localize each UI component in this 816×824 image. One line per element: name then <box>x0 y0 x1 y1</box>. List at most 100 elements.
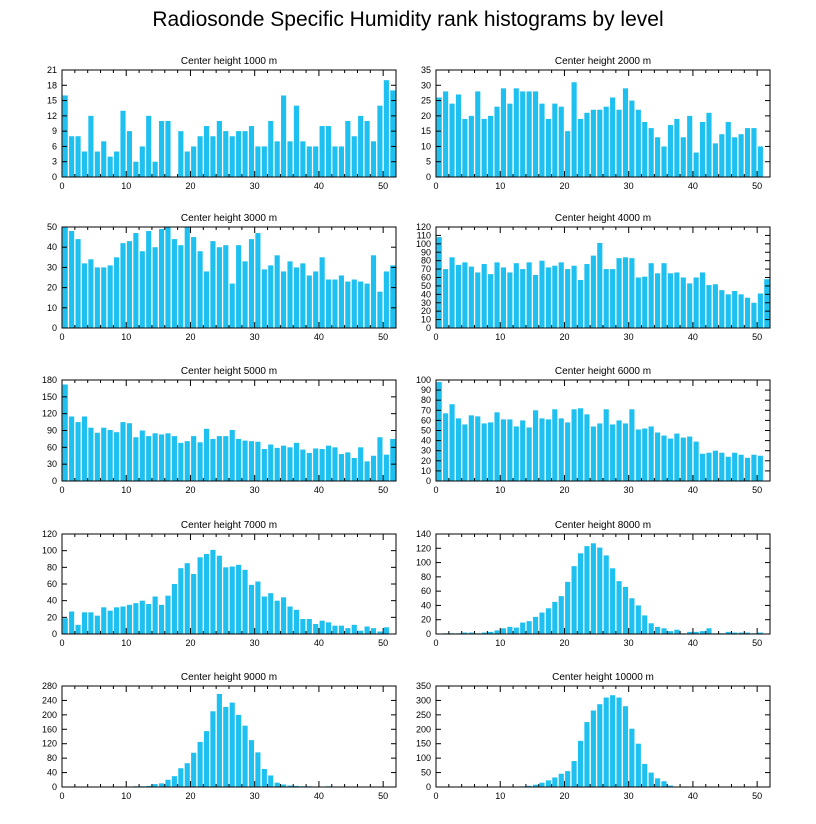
bar <box>88 259 94 328</box>
bar <box>565 131 571 177</box>
bar <box>62 227 68 328</box>
bar <box>577 118 584 177</box>
y-tick-label: 280 <box>42 681 57 691</box>
bar <box>539 782 545 787</box>
y-tick-label: 150 <box>42 392 57 402</box>
x-tick-label: 20 <box>559 791 569 801</box>
bar <box>629 100 635 177</box>
bar <box>764 279 770 328</box>
bar <box>744 632 751 634</box>
bar <box>584 264 590 328</box>
bar <box>558 106 564 177</box>
bar <box>488 115 494 177</box>
bar <box>648 128 654 177</box>
y-tick-label: 0 <box>426 172 431 182</box>
bar <box>332 447 338 481</box>
bar <box>725 121 731 177</box>
bar <box>507 103 513 177</box>
bar <box>520 622 526 634</box>
bar <box>674 433 680 481</box>
bar <box>751 454 757 481</box>
bar <box>648 263 654 328</box>
y-tick-label: 30 <box>421 298 431 308</box>
bar <box>242 725 248 787</box>
bar <box>81 416 88 481</box>
panel-7: Center height 7000 m 0 20 40 60 80 100 120 0 10 20… <box>42 520 397 648</box>
bar <box>210 136 216 177</box>
bar <box>667 631 674 634</box>
bar <box>69 416 75 481</box>
bar <box>532 274 539 328</box>
bar <box>719 134 725 177</box>
bar <box>481 118 487 177</box>
panel-title: Center height 1000 m <box>181 56 277 67</box>
bar <box>171 776 177 787</box>
bar <box>146 115 152 177</box>
bar <box>370 141 377 177</box>
bar <box>494 412 500 481</box>
bar <box>306 619 312 634</box>
bar <box>191 146 197 177</box>
bar <box>255 441 261 481</box>
bar <box>655 626 661 634</box>
bar <box>261 269 267 328</box>
bar <box>152 247 158 328</box>
bar <box>539 612 545 634</box>
bar <box>655 273 661 328</box>
bar <box>178 568 184 634</box>
bar <box>629 258 635 328</box>
bar <box>191 237 197 328</box>
bar <box>719 290 725 329</box>
bar <box>667 125 674 177</box>
bar <box>481 632 487 634</box>
bar <box>120 606 126 634</box>
bar <box>577 408 584 481</box>
x-tick-label: 0 <box>59 791 64 801</box>
bar <box>197 741 203 787</box>
bar <box>248 740 255 787</box>
y-tick-label: 0 <box>52 629 57 639</box>
x-tick-label: 50 <box>378 181 388 191</box>
bar <box>107 156 113 177</box>
y-tick-label: 40 <box>421 600 431 610</box>
y-tick-label: 100 <box>42 546 57 556</box>
bar <box>62 95 68 177</box>
x-tick-label: 50 <box>752 791 762 801</box>
bar <box>488 631 494 634</box>
bar <box>565 771 571 787</box>
x-tick-label: 10 <box>121 181 131 191</box>
bar <box>261 768 267 787</box>
bar <box>571 566 577 634</box>
bar <box>293 609 300 634</box>
bar <box>719 452 725 481</box>
bar <box>242 261 248 328</box>
bar <box>597 547 603 634</box>
bar <box>552 103 558 177</box>
bar <box>661 146 667 177</box>
bar <box>584 722 590 787</box>
bar <box>191 752 197 787</box>
bar <box>552 265 558 328</box>
bar <box>693 152 699 177</box>
x-tick-label: 40 <box>314 332 324 342</box>
bar <box>293 267 300 328</box>
x-tick-label: 40 <box>314 181 324 191</box>
bar <box>313 146 319 177</box>
bar <box>571 265 577 328</box>
bar <box>577 280 584 328</box>
y-tick-label: 20 <box>47 283 57 293</box>
bar <box>293 785 300 787</box>
bar <box>101 141 107 177</box>
bar <box>152 784 158 787</box>
bar <box>443 91 449 177</box>
x-tick-label: 40 <box>688 638 698 648</box>
bar <box>526 262 532 328</box>
figure-title: Radiosonde Specific Humidity rank histog… <box>152 8 664 31</box>
x-tick-label: 50 <box>752 638 762 648</box>
panel-title: Center height 7000 m <box>181 520 277 531</box>
bar <box>603 555 609 634</box>
bar <box>191 574 197 634</box>
x-tick-label: 20 <box>185 485 195 495</box>
x-tick-label: 40 <box>688 485 698 495</box>
bar <box>468 115 474 177</box>
